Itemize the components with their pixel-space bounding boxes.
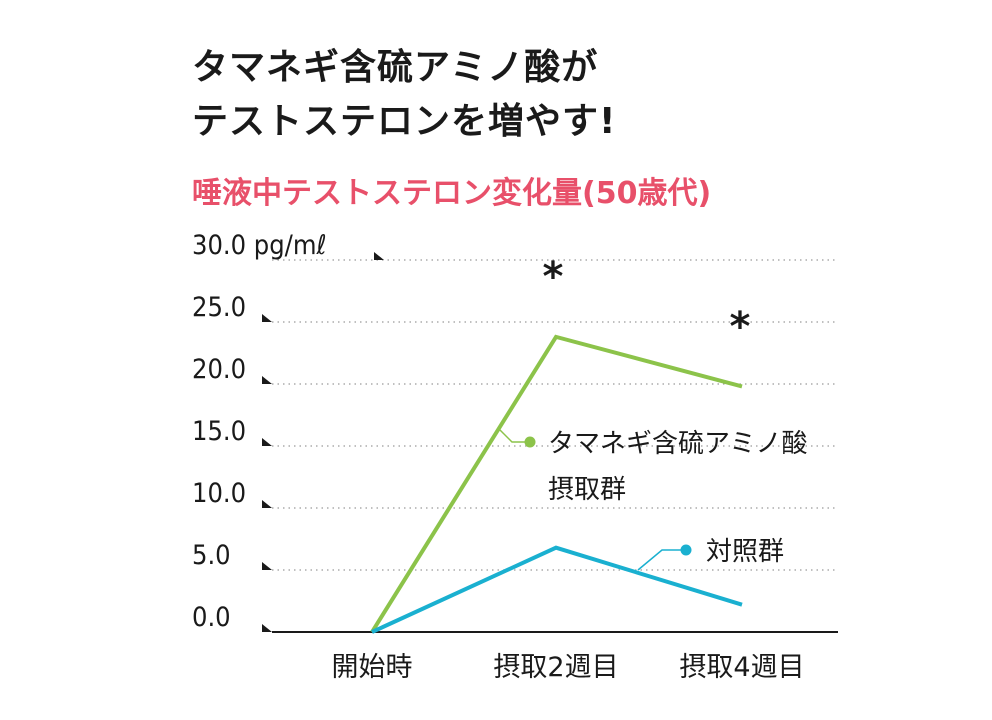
y-tick-label: 25.0	[192, 292, 246, 323]
x-tick-label: 開始時	[332, 652, 413, 683]
chart-title-line-1: タマネギ含硫アミノ酸が	[192, 47, 599, 88]
y-tick-label: 20.0	[192, 354, 246, 385]
callout-leader-control	[637, 549, 686, 571]
y-tick-marker	[262, 438, 272, 446]
x-tick-label: 摂取4週目	[679, 652, 804, 683]
y-tick-label: 0.0	[192, 602, 231, 633]
callout-dot-onion	[524, 436, 536, 448]
y-tick-marker	[262, 376, 272, 384]
chart-subtitle: 唾液中テストステロン変化量(50歳代)	[192, 176, 712, 211]
significance-asterisk: *	[730, 304, 751, 350]
chart-title-line-2: テストステロンを増やす!	[192, 101, 617, 142]
significance-asterisk: *	[543, 254, 564, 300]
y-tick-label: 5.0	[192, 540, 231, 571]
series-label-onion: タマネギ含硫アミノ酸	[548, 429, 807, 459]
callout-dot-control	[680, 544, 692, 556]
x-tick-label: 摂取2週目	[493, 652, 618, 683]
y-tick-marker	[262, 314, 272, 322]
series-label-onion: 摂取群	[548, 475, 626, 505]
y-tick-label: 15.0	[192, 416, 246, 447]
y-tick-marker	[262, 624, 272, 632]
series-label-control: 対照群	[706, 537, 784, 567]
y-tick-label: 10.0	[192, 478, 246, 509]
callout-leader-onion	[497, 427, 530, 443]
y-tick-marker	[374, 252, 384, 260]
y-tick-label: 30.0 pg/mℓ	[192, 230, 327, 261]
y-tick-marker	[262, 562, 272, 570]
y-tick-marker	[262, 500, 272, 508]
series-line-control	[371, 545, 743, 634]
